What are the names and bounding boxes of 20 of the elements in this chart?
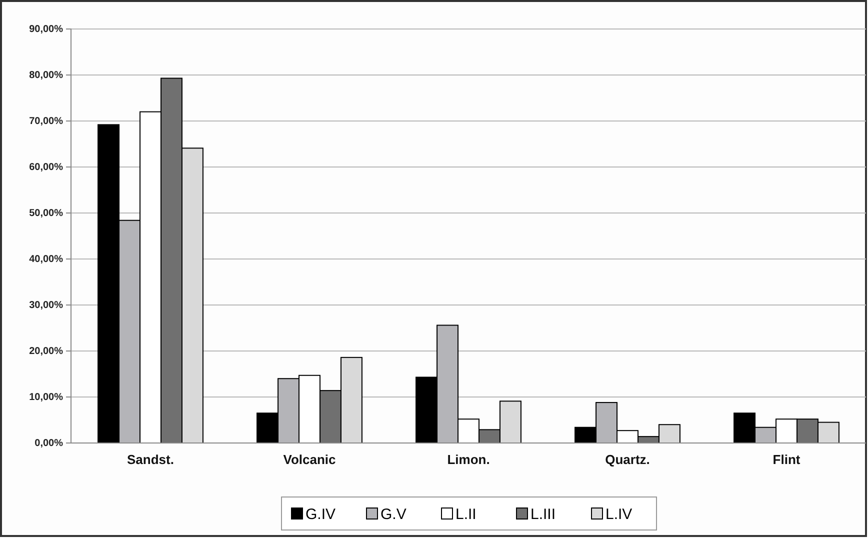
y-tick-label: 0,00% — [34, 438, 64, 450]
legend-label: G.IV — [306, 506, 336, 523]
y-tick-label: 20,00% — [29, 346, 64, 358]
y-tick-label: 50,00% — [29, 208, 64, 220]
y-tick-label: 90,00% — [29, 24, 64, 36]
y-tick-label: 60,00% — [29, 162, 64, 174]
y-tick-label: 40,00% — [29, 254, 64, 266]
x-tick-label: Volcanic — [283, 452, 336, 468]
legend-label: L.III — [530, 506, 556, 523]
x-tick-label: Sandst. — [127, 452, 174, 468]
y-tick-label: 80,00% — [29, 70, 64, 82]
x-tick-label: Limon. — [447, 452, 490, 468]
legend-label: L.IV — [606, 506, 632, 523]
y-tick-label: 70,00% — [29, 116, 64, 128]
legend-label: L.II — [456, 506, 476, 523]
y-tick-label: 30,00% — [29, 300, 64, 312]
x-tick-label: Flint — [772, 452, 801, 468]
x-tick-label: Quartz. — [605, 452, 650, 468]
y-tick-label: 10,00% — [29, 392, 64, 404]
legend-label: G.V — [380, 506, 406, 523]
